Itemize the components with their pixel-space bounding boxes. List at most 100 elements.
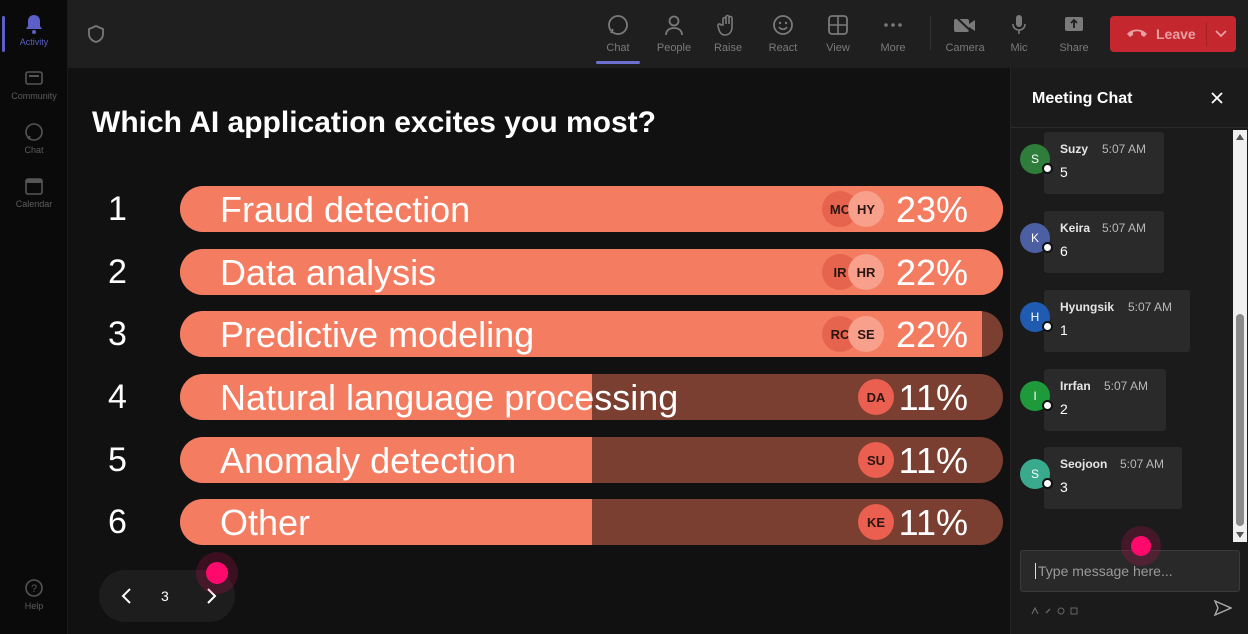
option-percent: 22% [895, 314, 968, 355]
message-time: 5:07 AM [1120, 457, 1165, 471]
toolbar-divider [930, 16, 931, 50]
poll-option-row: 1 Fraud detection MC HY 23% [68, 186, 1010, 232]
poll-stage: Which AI application excites you most? 1… [68, 68, 1010, 634]
hand-icon [715, 12, 741, 38]
chat-message: Suzy 5:07 AM 5 [1044, 132, 1164, 194]
message-text: 2 [1060, 401, 1068, 417]
chat-bubble-icon [605, 12, 631, 38]
react-button[interactable]: React [757, 8, 809, 64]
scroll-up-arrow-icon[interactable] [1236, 134, 1244, 140]
rail-item-calendar[interactable]: Calendar [0, 170, 68, 220]
message-text: 1 [1060, 322, 1068, 338]
message-text: 3 [1060, 479, 1068, 495]
camera-button[interactable]: Camera [939, 8, 991, 64]
chevron-down-icon[interactable] [1214, 26, 1228, 43]
presence-status-icon [1042, 400, 1053, 411]
more-button[interactable]: More [867, 8, 919, 64]
mic-button[interactable]: Mic [993, 8, 1045, 64]
poll-pager: 3 [99, 570, 235, 622]
rail-item-chat[interactable]: Chat [0, 116, 68, 166]
smiley-icon [770, 12, 796, 38]
chat-message: Hyungsik 5:07 AM 1 [1044, 290, 1190, 352]
voter-avatar: KE [858, 504, 894, 540]
avatar[interactable]: I [1020, 381, 1053, 411]
close-icon[interactable] [1209, 90, 1225, 106]
option-label: Anomaly detection [220, 440, 517, 481]
svg-text:?: ? [31, 583, 37, 595]
chat-message: Keira 5:07 AM 6 [1044, 211, 1164, 273]
chevron-left-icon[interactable] [117, 586, 137, 611]
people-button[interactable]: People [648, 8, 700, 64]
grid-icon [825, 12, 851, 38]
chat-button[interactable]: Chat [592, 8, 644, 64]
page-number: 3 [161, 588, 169, 604]
rail-label-calendar: Calendar [15, 199, 53, 209]
help-icon: ? [24, 578, 44, 598]
leave-divider [1206, 22, 1207, 46]
chat-message: Irrfan 5:07 AM 2 [1044, 369, 1166, 431]
format-toolbar [1031, 602, 1078, 615]
rail-item-activity[interactable]: Activity [0, 8, 68, 58]
react-button-label: React [768, 42, 798, 54]
chat-button-label: Chat [606, 42, 630, 54]
avatar[interactable]: S [1020, 144, 1053, 174]
meeting-chat-panel: Meeting Chat Suzy 5:07 AM 5 S Keira 5:07 AM 6 K… [1010, 68, 1248, 634]
share-button-label: Share [1059, 42, 1089, 54]
option-rank: 6 [108, 503, 127, 541]
option-label: Data analysis [220, 252, 437, 293]
option-percent: 11% [898, 440, 968, 481]
meeting-toolbar: Chat People Raise React View More [68, 0, 1248, 68]
message-text: 6 [1060, 243, 1068, 259]
voter-avatar: HR [848, 254, 884, 290]
option-label: Fraud detection [220, 189, 471, 230]
message-input-box[interactable] [1020, 550, 1240, 592]
view-button[interactable]: View [812, 8, 864, 64]
format-icon[interactable] [1031, 602, 1039, 615]
rail-item-community[interactable]: Community [0, 62, 68, 112]
avatar-initial: I [1033, 389, 1037, 403]
chat-scrollbar[interactable] [1233, 130, 1247, 542]
voter-avatar: SU [858, 442, 894, 478]
microphone-icon [1006, 12, 1032, 38]
camera-button-label: Camera [945, 42, 985, 54]
emoji-icon[interactable] [1057, 602, 1065, 615]
message-input[interactable] [1035, 563, 1225, 579]
more-dots-icon [880, 12, 906, 38]
rail-label-help: Help [24, 601, 44, 611]
voter-avatar: SE [848, 316, 884, 352]
option-label: Natural language processing [220, 377, 679, 418]
shield-icon[interactable] [86, 24, 106, 44]
leave-button[interactable]: Leave [1110, 16, 1236, 52]
send-icon[interactable] [1213, 599, 1233, 617]
rail-item-help[interactable]: ? Help [0, 572, 68, 622]
scroll-down-arrow-icon[interactable] [1236, 532, 1244, 538]
attach-icon[interactable] [1044, 602, 1052, 614]
phone-hangup-icon [1126, 26, 1148, 42]
chat-icon [24, 122, 44, 142]
option-rank: 4 [108, 378, 127, 416]
option-percent: 22% [895, 252, 968, 293]
app-rail: Activity Community Chat Calendar ? Help [0, 0, 68, 634]
option-rank: 2 [108, 253, 127, 291]
click-indicator [1131, 536, 1151, 556]
chat-message: Seojoon 5:07 AM 3 [1044, 447, 1182, 509]
option-bar-fill [180, 499, 592, 545]
avatar[interactable]: K [1020, 223, 1053, 253]
raise-hand-button[interactable]: Raise [702, 8, 754, 64]
message-author: Hyungsik [1060, 300, 1115, 314]
avatar[interactable]: S [1020, 459, 1053, 489]
rail-label-activity: Activity [19, 37, 49, 47]
share-button[interactable]: Share [1048, 8, 1100, 64]
community-icon [24, 68, 44, 88]
option-bar-fill [180, 437, 592, 483]
calendar-icon [24, 176, 44, 196]
avatar[interactable]: H [1020, 302, 1053, 332]
option-bar-fill [180, 374, 592, 420]
option-rank: 1 [108, 190, 127, 228]
scrollbar-thumb[interactable] [1236, 314, 1244, 526]
avatar-initial: H [1030, 310, 1040, 324]
option-percent: 23% [895, 189, 968, 230]
poll-option-row: 5 Anomaly detection SU 11% [68, 437, 1010, 483]
gif-icon[interactable] [1070, 602, 1078, 615]
chevron-right-icon[interactable] [201, 586, 221, 611]
